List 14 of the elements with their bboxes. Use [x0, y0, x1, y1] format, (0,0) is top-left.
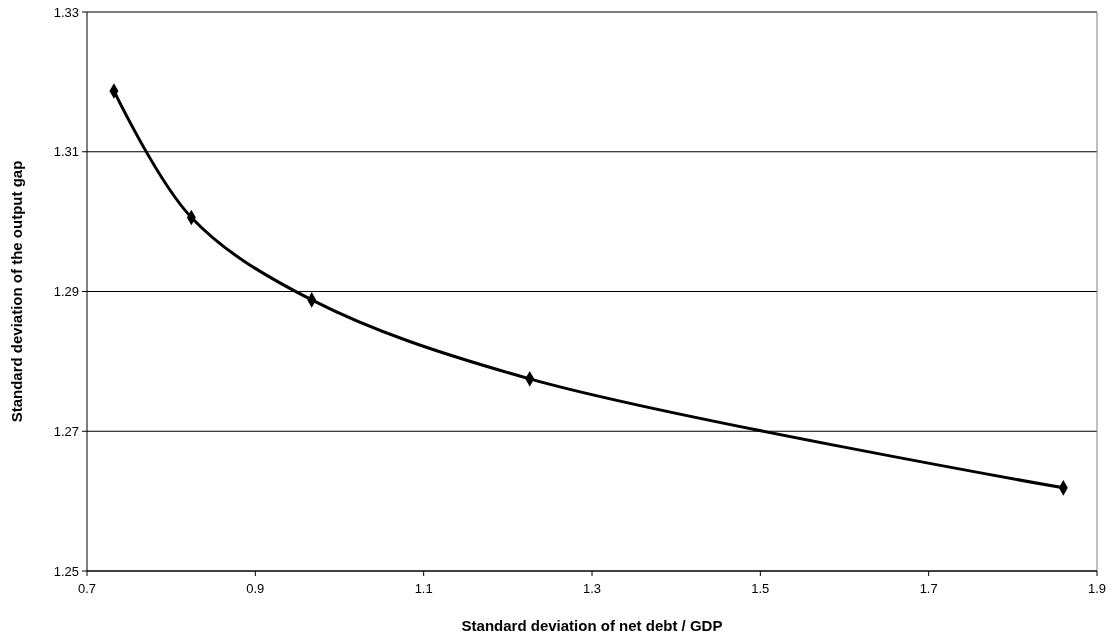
x-tick-label: 1.7 — [919, 581, 938, 596]
x-tick-label: 1.1 — [414, 581, 433, 596]
y-tick-label: 1.31 — [53, 144, 79, 160]
x-tick-label: 0.9 — [246, 581, 265, 596]
x-tick-label: 1.3 — [582, 581, 602, 596]
x-tick-label: 1.9 — [1087, 581, 1107, 596]
x-tick-label: 0.7 — [77, 581, 97, 596]
y-tick-label: 1.33 — [53, 4, 79, 20]
y-axis-title: Standard deviation of the output gap — [8, 160, 25, 423]
y-tick-label: 1.25 — [53, 563, 79, 579]
y-tick-label: 1.27 — [53, 423, 79, 439]
y-tick-label: 1.29 — [53, 284, 79, 300]
x-axis-title: Standard deviation of net debt / GDP — [461, 617, 723, 634]
x-tick-label: 1.5 — [751, 581, 770, 596]
